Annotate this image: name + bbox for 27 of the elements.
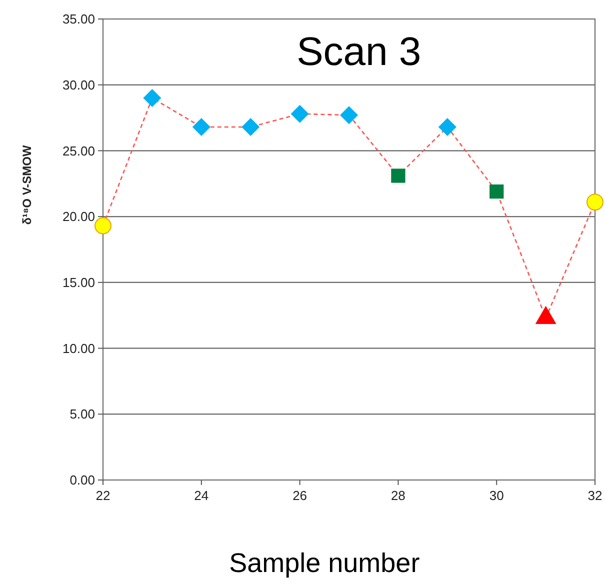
x-axis-title: Sample number — [229, 548, 420, 578]
point — [391, 168, 406, 183]
y-axis-title: δ¹⁸O V-SMOW — [20, 144, 34, 225]
point — [586, 194, 604, 211]
x-tick-label: 28 — [390, 488, 406, 503]
point — [438, 118, 456, 136]
x-tick-label: 30 — [489, 488, 504, 503]
y-tick-label: 0.00 — [70, 472, 95, 488]
y-tick-label: 25.00 — [62, 143, 95, 158]
y-tick-label: 20.00 — [62, 209, 95, 224]
point — [490, 184, 504, 199]
y-tick-label: 15.00 — [62, 274, 95, 290]
point — [340, 106, 358, 124]
point — [143, 89, 162, 108]
point — [290, 104, 309, 123]
x-tick-label: 32 — [588, 488, 602, 503]
x-tick-label: 22 — [96, 488, 110, 503]
y-tick-label: 5.00 — [70, 406, 95, 422]
y-tick-label: 10.00 — [62, 340, 95, 356]
point — [242, 118, 260, 136]
x-tick-label: 24 — [194, 488, 209, 503]
point — [192, 118, 210, 136]
y-tick-label: 35.00 — [62, 12, 95, 27]
point — [94, 217, 112, 234]
chart-title: Scan 3 — [296, 30, 422, 74]
y-tick-label: 30.00 — [62, 77, 95, 92]
x-tick-label: 26 — [292, 488, 308, 503]
